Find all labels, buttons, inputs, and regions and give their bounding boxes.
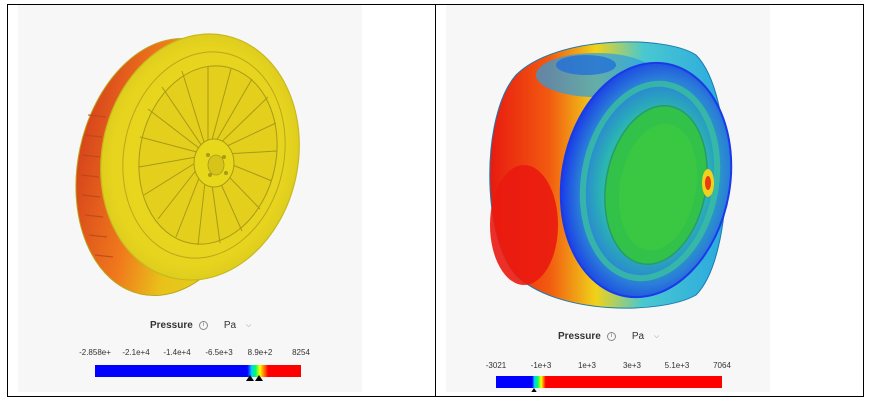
legend-header-right: Pressure i Pa ⌵ [558, 331, 659, 342]
tick-label: -1.4e+4 [163, 348, 191, 357]
colorbar-ticks-right: -3021 -1e+3 1e+3 3e+3 5.1e+3 7064 [446, 361, 770, 371]
range-handle-min[interactable] [246, 375, 254, 381]
left-simulation-panel: Pressure i Pa ⌵ -2.858e+ -2.1e+4 -1.4e+4… [18, 5, 362, 392]
tick-label: 7064 [713, 361, 731, 370]
colorbar-right[interactable] [496, 376, 722, 388]
tick-label: -1e+3 [530, 361, 552, 370]
unit-label: Pa [631, 331, 645, 342]
table-divider [435, 4, 436, 397]
tick-label: 1e+3 [577, 361, 597, 370]
tick-label: 5.1e+3 [664, 361, 690, 370]
tick-label: 8.9e+2 [247, 348, 273, 357]
tick-label: 8254 [292, 348, 310, 357]
tick-label: -2.1e+4 [122, 348, 150, 357]
colorbar-left[interactable] [95, 365, 301, 377]
tick-label: -3021 [485, 361, 507, 370]
unit-dropdown[interactable]: Pa ⌵ [632, 331, 660, 342]
info-icon[interactable]: i [606, 332, 616, 341]
tick-label: -2.858e+ [79, 348, 111, 357]
unit-label: Pa [223, 320, 237, 331]
legend-field-label: Pressure [150, 320, 193, 331]
legend-field-label: Pressure [558, 331, 601, 342]
tire-pressure-render-right[interactable] [446, 5, 770, 325]
info-icon[interactable]: i [198, 321, 208, 330]
chevron-down-icon: ⌵ [246, 321, 252, 329]
unit-dropdown[interactable]: Pa ⌵ [224, 320, 252, 331]
colorbar-ticks-left: -2.858e+ -2.1e+4 -1.4e+4 -6.5e+3 8.9e+2 … [18, 348, 362, 358]
legend-header-left: Pressure i Pa ⌵ [150, 320, 251, 331]
tick-label: 3e+3 [622, 361, 642, 370]
range-handle-max[interactable] [255, 375, 263, 381]
tick-label: -6.5e+3 [205, 348, 233, 357]
chevron-down-icon: ⌵ [654, 332, 660, 340]
tire-pressure-render-left[interactable] [18, 5, 362, 315]
right-simulation-panel: Pressure i Pa ⌵ -3021 -1e+3 1e+3 3e+3 5.… [446, 5, 770, 392]
range-handle-min[interactable] [530, 388, 538, 392]
